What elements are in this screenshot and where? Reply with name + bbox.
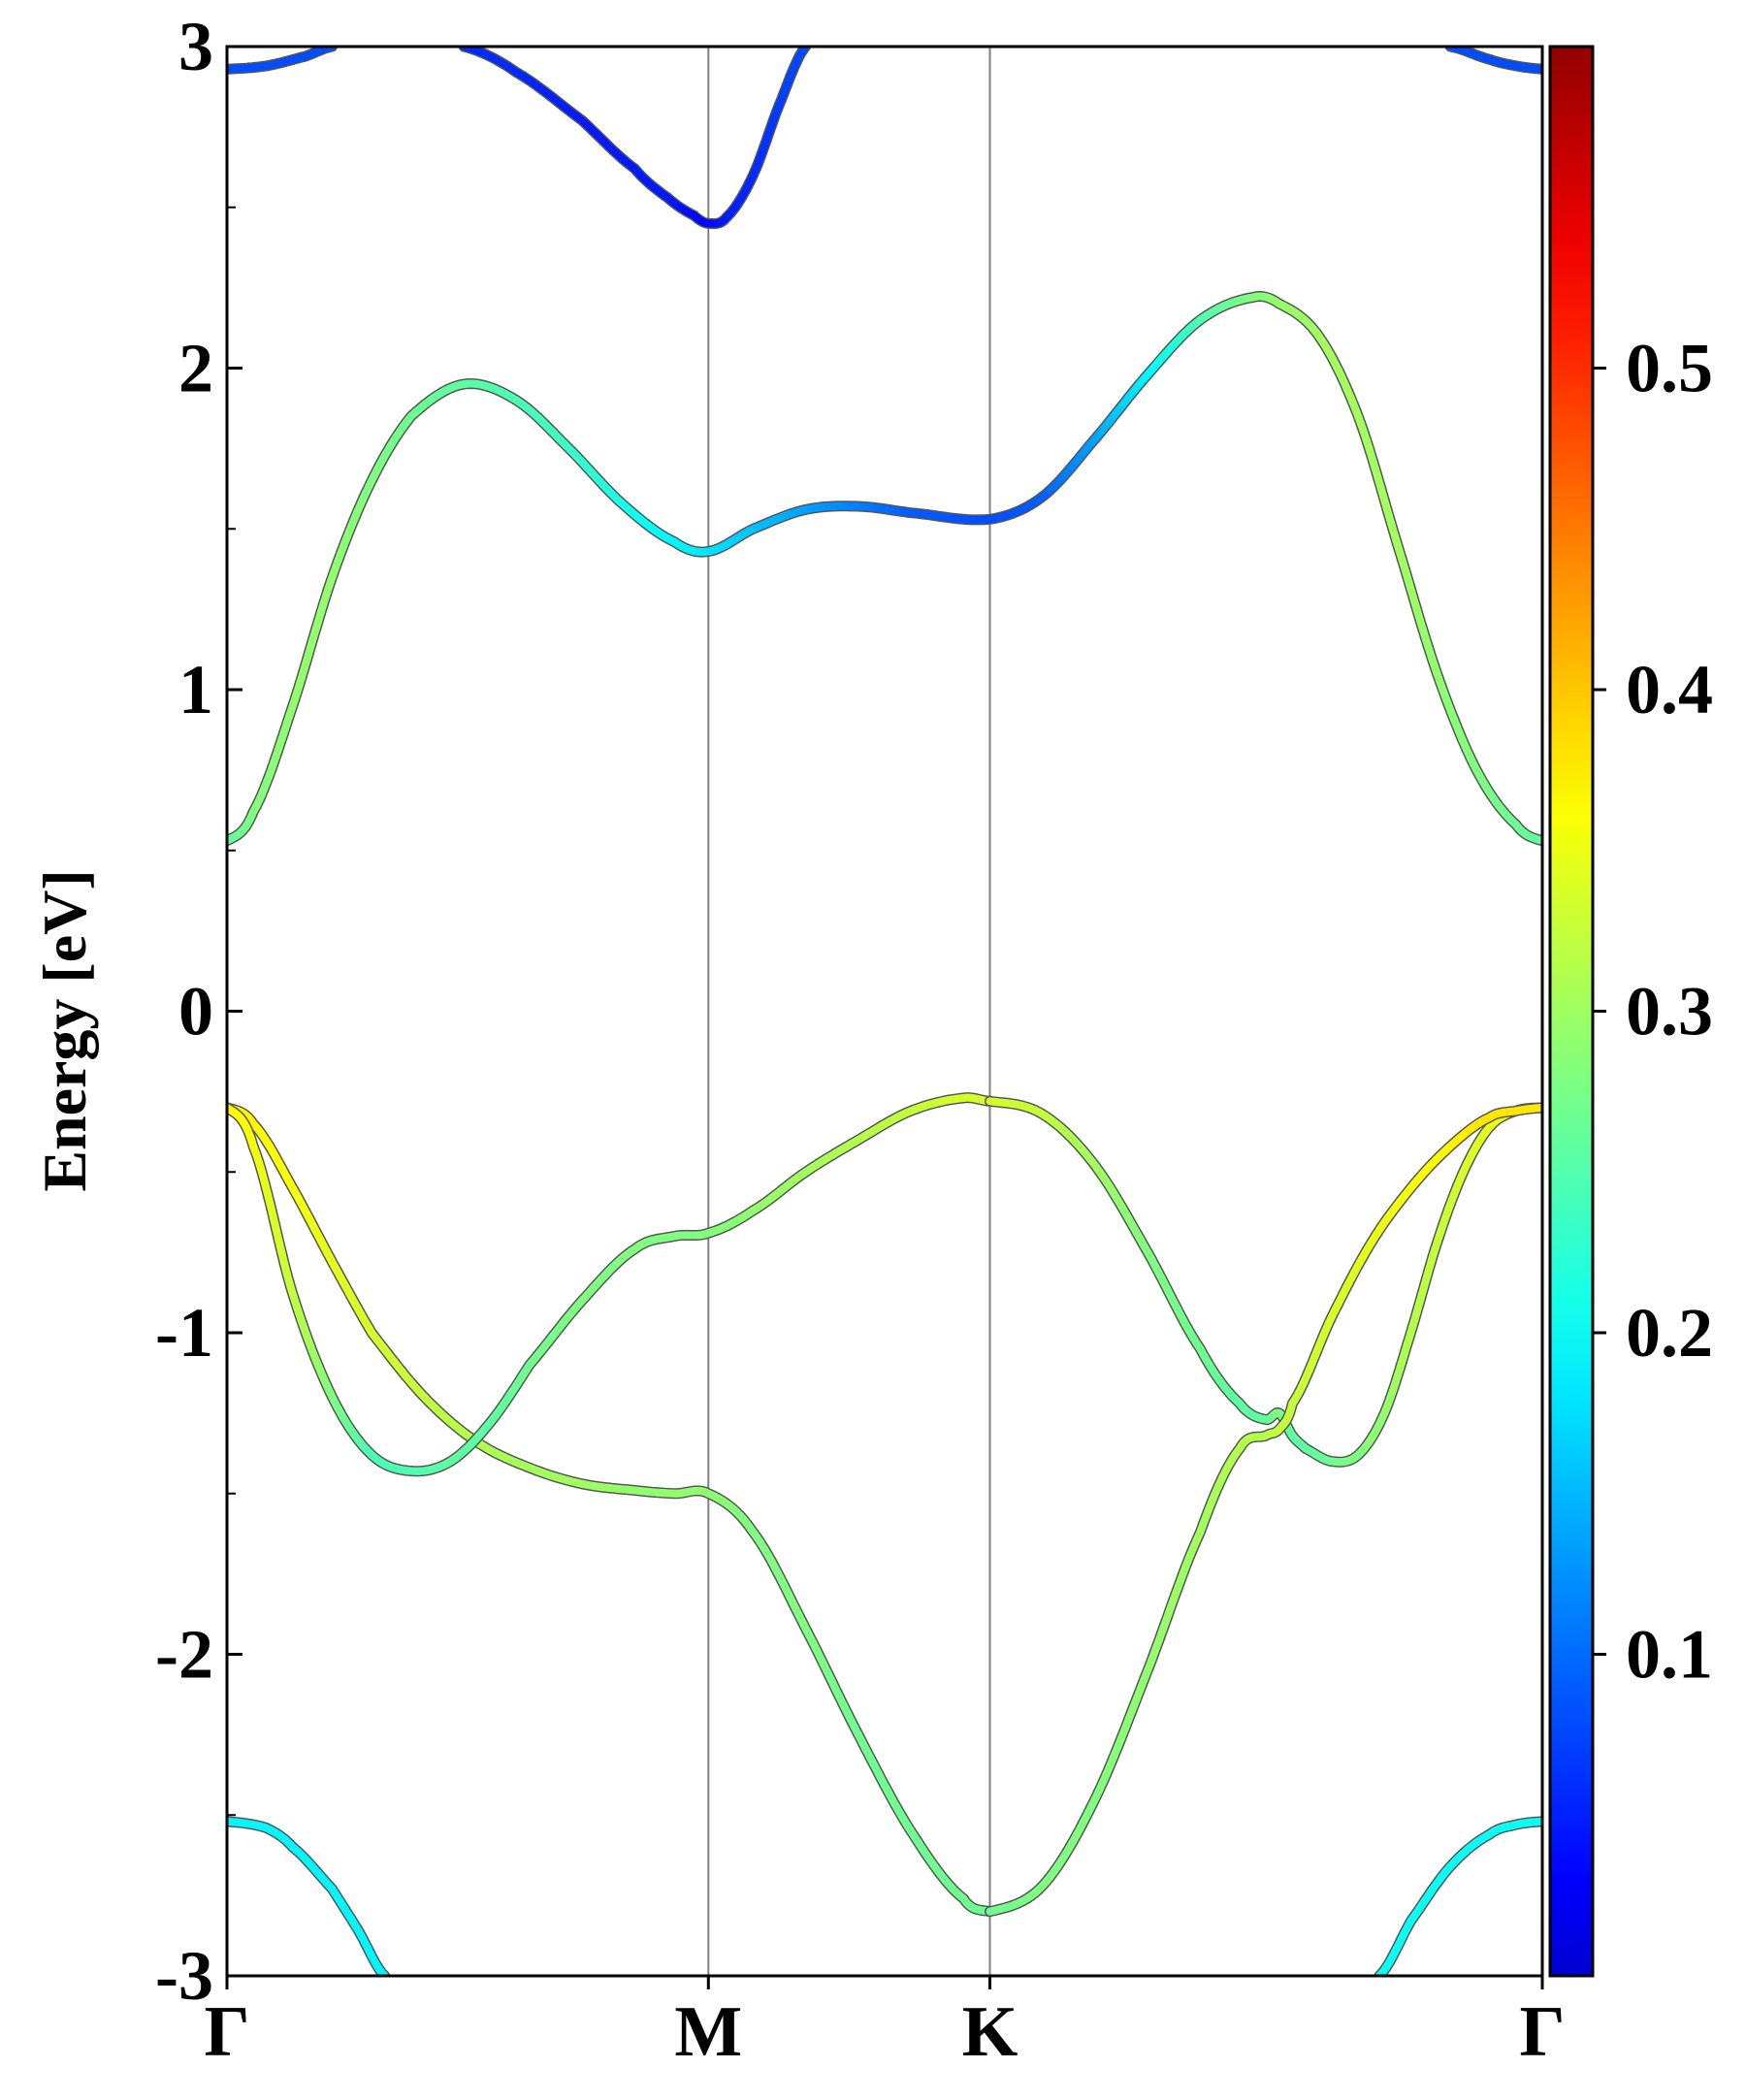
- band-outline: [990, 1108, 1543, 1912]
- bands: [227, 47, 1542, 1976]
- band-10: [1379, 1822, 1542, 1976]
- x-tick-label: K: [962, 1992, 1018, 2072]
- colorbar-tick-label: 0.2: [1626, 1294, 1713, 1372]
- band-7: [990, 1101, 1543, 1462]
- colorbar-tick-label: 0.1: [1626, 1616, 1713, 1694]
- colorbar-ticks: 0.1 0.2 0.3 0.4 0.5: [1593, 330, 1713, 1694]
- band-outline: [227, 1822, 385, 1976]
- band-2: [1450, 47, 1542, 69]
- x-tick-label: Γ: [1519, 1992, 1565, 2072]
- y-tick-label: -1: [155, 1294, 213, 1372]
- band-outline: [1379, 1822, 1542, 1976]
- band-8: [990, 1108, 1543, 1912]
- colorbar: [1550, 47, 1593, 1976]
- colorbar-tick-label: 0.3: [1626, 973, 1713, 1050]
- y-tick-label: 0: [178, 973, 213, 1050]
- band-5: [227, 1108, 990, 1912]
- high-symmetry-lines: [708, 47, 989, 1976]
- y-tick-label: 1: [178, 651, 213, 728]
- band-9: [227, 1822, 385, 1976]
- band-3: [464, 47, 805, 224]
- y-tick-label: -2: [155, 1616, 213, 1694]
- x-tick-label: Γ: [204, 1992, 249, 2072]
- band-outline: [990, 1101, 1543, 1462]
- y-tick-label: 3: [178, 8, 213, 85]
- plot-frame: [227, 47, 1542, 1976]
- colorbar-tick-label: 0.5: [1626, 330, 1713, 407]
- x-tick-label: M: [674, 1992, 742, 2072]
- y-axis-label: Energy [eV]: [30, 869, 99, 1191]
- band-1: [227, 47, 333, 69]
- y-tick-label: 2: [178, 330, 213, 407]
- colorbar-tick-label: 0.4: [1626, 651, 1713, 728]
- band-4: [227, 297, 1542, 841]
- band-outline: [227, 1108, 990, 1912]
